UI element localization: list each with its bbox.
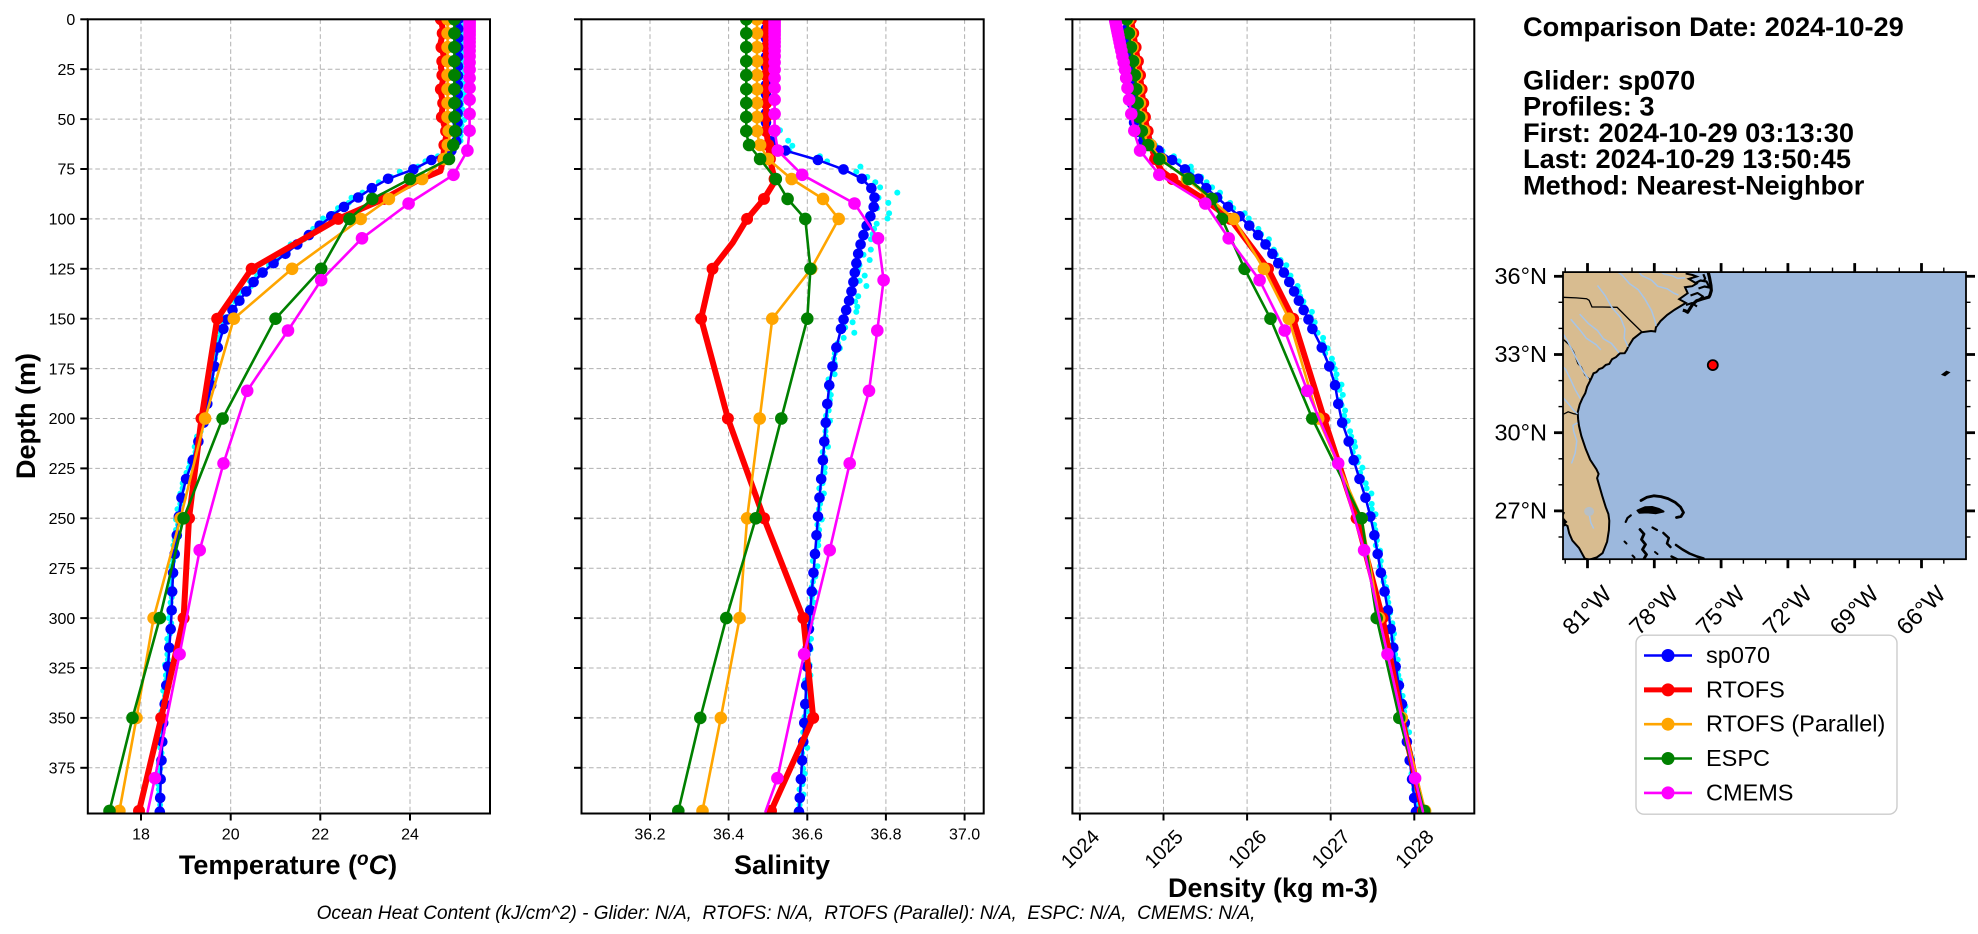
svg-text:22: 22: [311, 827, 329, 844]
svg-text:sp070: sp070: [1706, 642, 1770, 668]
svg-text:27°N: 27°N: [1494, 498, 1547, 524]
svg-text:24: 24: [401, 827, 419, 844]
svg-text:36.4: 36.4: [713, 827, 744, 844]
svg-text:Salinity: Salinity: [734, 850, 830, 880]
svg-text:First: 2024-10-29 03:13:30: First: 2024-10-29 03:13:30: [1523, 117, 1854, 148]
svg-text:CMEMS: CMEMS: [1706, 779, 1793, 805]
svg-text:Comparison Date: 2024-10-29: Comparison Date: 2024-10-29: [1523, 11, 1904, 42]
svg-text:150: 150: [49, 311, 76, 328]
svg-text:300: 300: [49, 611, 76, 628]
svg-text:250: 250: [49, 511, 76, 528]
svg-text:50: 50: [58, 112, 76, 129]
svg-text:125: 125: [49, 262, 76, 279]
svg-text:375: 375: [49, 761, 76, 778]
svg-text:Depth (m): Depth (m): [11, 353, 41, 479]
svg-text:0: 0: [66, 12, 75, 29]
svg-text:36°N: 36°N: [1494, 263, 1547, 289]
svg-text:Ocean Heat Content (kJ/cm^2) -: Ocean Heat Content (kJ/cm^2) - Glider: N…: [317, 903, 1256, 924]
svg-text:Temperature (oC): Temperature (oC): [179, 849, 397, 880]
svg-text:200: 200: [49, 411, 76, 428]
svg-text:18: 18: [132, 827, 150, 844]
svg-text:225: 225: [49, 461, 76, 478]
svg-text:RTOFS (Parallel): RTOFS (Parallel): [1706, 711, 1885, 737]
svg-text:175: 175: [49, 361, 76, 378]
svg-text:275: 275: [49, 561, 76, 578]
svg-text:RTOFS: RTOFS: [1706, 676, 1785, 702]
svg-text:30°N: 30°N: [1494, 419, 1547, 445]
svg-text:Glider: sp070: Glider: sp070: [1523, 65, 1695, 96]
svg-text:75: 75: [58, 162, 76, 179]
svg-text:ESPC: ESPC: [1706, 745, 1770, 771]
svg-text:20: 20: [222, 827, 240, 844]
svg-text:36.2: 36.2: [634, 827, 665, 844]
svg-text:25: 25: [58, 62, 76, 79]
svg-text:33°N: 33°N: [1494, 341, 1547, 367]
svg-text:Profiles: 3: Profiles: 3: [1523, 91, 1654, 122]
svg-text:325: 325: [49, 661, 76, 678]
svg-text:Density (kg m-3): Density (kg m-3): [1168, 873, 1378, 903]
svg-text:37.0: 37.0: [949, 827, 980, 844]
svg-text:Last: 2024-10-29 13:50:45: Last: 2024-10-29 13:50:45: [1523, 143, 1851, 174]
svg-text:Method: Nearest-Neighbor: Method: Nearest-Neighbor: [1523, 169, 1865, 200]
svg-text:100: 100: [49, 212, 76, 229]
svg-text:36.8: 36.8: [870, 827, 901, 844]
svg-text:350: 350: [49, 711, 76, 728]
svg-text:36.6: 36.6: [792, 827, 823, 844]
